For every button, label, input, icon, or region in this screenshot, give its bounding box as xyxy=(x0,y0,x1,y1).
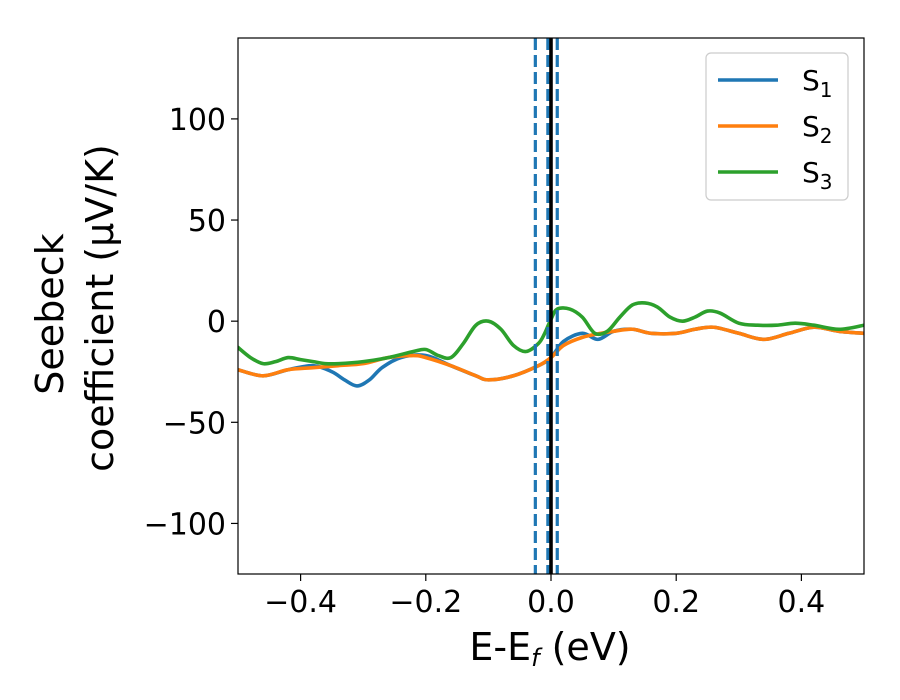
y-tick-label: −100 xyxy=(144,507,226,542)
x-tick-label: −0.4 xyxy=(264,585,337,620)
y-axis: 100 50 0 −50 −100 xyxy=(144,103,238,542)
x-tick-label: −0.2 xyxy=(389,585,462,620)
x-tick-label: 0.4 xyxy=(778,585,826,620)
x-axis: −0.4 −0.2 0.0 0.2 0.4 xyxy=(264,574,825,620)
series-line-s3 xyxy=(238,301,864,366)
x-axis-label-main: E-E xyxy=(469,625,531,669)
y-tick-label: 100 xyxy=(169,103,226,138)
x-tick-label: 0.0 xyxy=(527,585,575,620)
y-tick-label: 0 xyxy=(207,305,226,340)
legend-label-s3: S3 xyxy=(802,156,833,194)
y-axis-label-line2: coefficient (μV/K) xyxy=(78,144,122,472)
y-tick-label: −50 xyxy=(163,406,226,441)
legend-label-s1: S1 xyxy=(802,64,833,102)
legend-label-s2: S2 xyxy=(802,110,833,148)
y-axis-label: Seebeck coefficient (μV/K) xyxy=(28,144,122,472)
y-tick-label: 50 xyxy=(188,204,226,239)
y-axis-label-line1: Seebeck xyxy=(28,233,72,394)
plot-area xyxy=(238,38,864,574)
x-axis-label-unit: (eV) xyxy=(540,625,631,669)
legend: S1 S2 S3 xyxy=(705,52,849,201)
x-tick-label: 0.2 xyxy=(652,585,700,620)
x-axis-label: E-Ef (eV) xyxy=(469,625,630,672)
